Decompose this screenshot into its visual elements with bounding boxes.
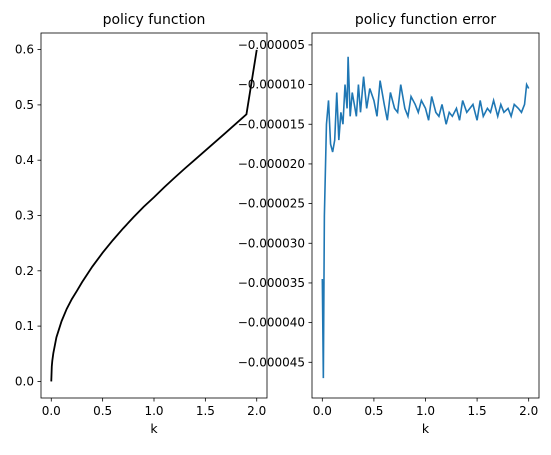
y-tick-label: −0.000035 — [238, 276, 305, 290]
x-tick-label: 1.0 — [144, 404, 163, 418]
policy-function-error-panel: policy function error 0.0 0.5 1.0 1.5 2.0 −0.… — [238, 12, 540, 436]
y-tick-label: 0.1 — [15, 319, 34, 333]
y-tick-label: −0.000030 — [238, 236, 305, 250]
y-tick-label: 0.3 — [15, 209, 34, 223]
y-tick-label: 0.4 — [15, 153, 34, 167]
y-tick-label: −0.000045 — [238, 355, 305, 369]
y-tick-label: 0.0 — [15, 374, 34, 388]
x-axis-label: k — [422, 421, 430, 436]
y-tick-label: −0.000020 — [238, 157, 305, 171]
y-tick-label: 0.6 — [15, 43, 34, 57]
x-axis-label: k — [150, 421, 158, 436]
chart-title: policy function — [103, 12, 206, 28]
series-line — [50, 49, 258, 382]
x-tick-label: 1.0 — [416, 404, 435, 418]
x-tick-label: 0.0 — [42, 404, 61, 418]
y-tick-label: 0.2 — [15, 264, 34, 278]
y-tick-label: −0.000005 — [238, 38, 305, 52]
y-tick-label: −0.000025 — [238, 197, 305, 211]
policy-function-panel: policy function 0.0 0.5 1.0 1.5 2.0 0.0 0.1 0.2… — [15, 12, 268, 436]
tick-group: 0.0 0.5 1.0 1.5 2.0 −0.000005 −0.000010 −0.0000… — [238, 38, 539, 418]
x-tick-label: 0.5 — [364, 404, 383, 418]
x-tick-label: 2.0 — [519, 404, 538, 418]
x-tick-label: 0.5 — [93, 404, 112, 418]
y-tick-label: −0.000010 — [238, 78, 305, 92]
y-tick-label: −0.000015 — [238, 117, 305, 131]
axes-frame — [40, 32, 268, 399]
chart-title: policy function error — [355, 12, 496, 28]
y-tick-label: −0.000040 — [238, 316, 305, 330]
x-tick-label: 0.0 — [313, 404, 332, 418]
axes-frame — [311, 32, 540, 399]
x-tick-label: 1.5 — [468, 404, 487, 418]
y-tick-label: 0.5 — [15, 98, 34, 112]
tick-group: 0.0 0.5 1.0 1.5 2.0 0.0 0.1 0.2 0.3 0.4 0.5 0.6 — [15, 43, 266, 418]
x-tick-label: 1.5 — [196, 404, 215, 418]
series-line — [321, 56, 530, 379]
x-tick-label: 2.0 — [247, 404, 266, 418]
